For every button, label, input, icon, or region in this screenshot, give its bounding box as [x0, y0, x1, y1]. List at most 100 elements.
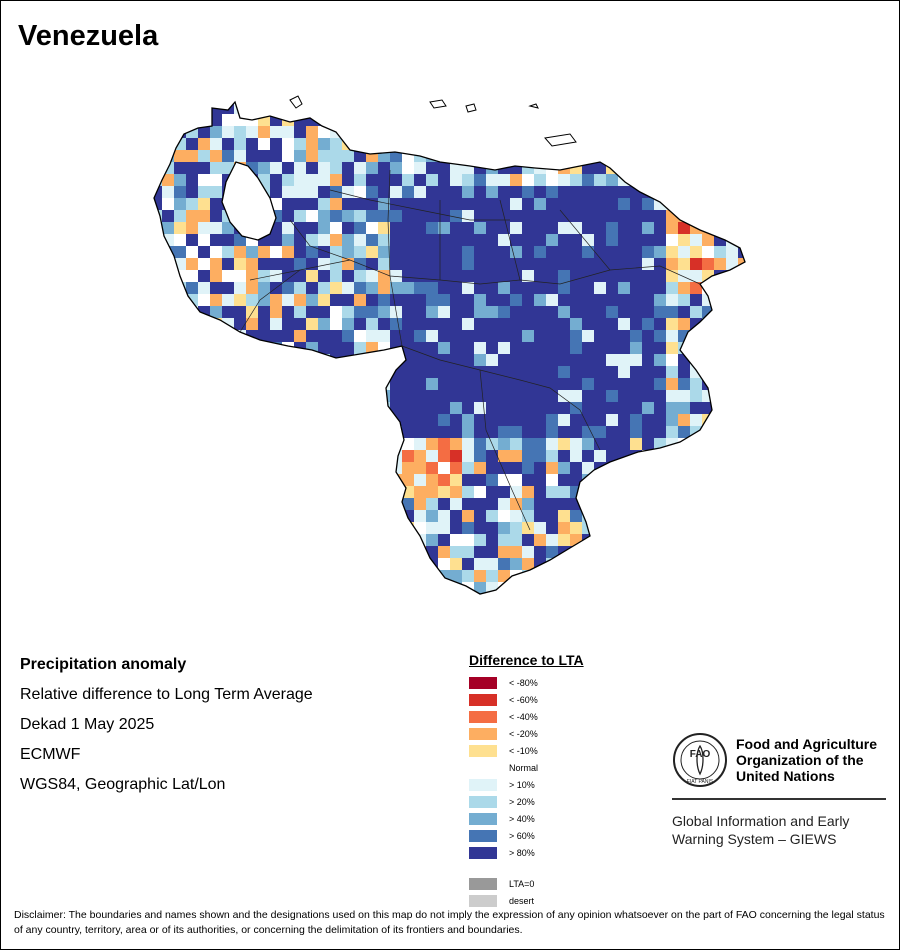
- anomaly-cell: [186, 378, 198, 390]
- anomaly-cell: [450, 126, 462, 138]
- disclaimer: Disclaimer: The boundaries and names sho…: [14, 909, 885, 936]
- anomaly-cell: [222, 126, 234, 138]
- anomaly-cell: [510, 150, 522, 162]
- anomaly-cell: [678, 186, 690, 198]
- anomaly-cell: [618, 378, 630, 390]
- anomaly-cell: [426, 174, 438, 186]
- legend-label: Normal: [509, 762, 539, 773]
- anomaly-cell: [174, 498, 186, 510]
- anomaly-cell: [630, 426, 642, 438]
- legend-swatch: [469, 778, 497, 791]
- anomaly-cell: [342, 90, 354, 102]
- anomaly-cell: [558, 294, 570, 306]
- anomaly-cell: [198, 246, 210, 258]
- anomaly-cell: [666, 594, 678, 606]
- anomaly-cell: [522, 294, 534, 306]
- info-source: ECMWF: [20, 746, 81, 763]
- anomaly-cell: [618, 342, 630, 354]
- anomaly-cell: [198, 270, 210, 282]
- anomaly-cell: [210, 270, 222, 282]
- anomaly-cell: [282, 162, 294, 174]
- anomaly-cell: [342, 330, 354, 342]
- anomaly-cell: [702, 498, 714, 510]
- anomaly-cell: [378, 546, 390, 558]
- anomaly-cell: [714, 330, 726, 342]
- anomaly-cell: [582, 402, 594, 414]
- anomaly-cell: [378, 354, 390, 366]
- anomaly-cell: [510, 294, 522, 306]
- anomaly-cell: [162, 462, 174, 474]
- anomaly-cell: [198, 414, 210, 426]
- anomaly-cell: [210, 474, 222, 486]
- anomaly-cell: [174, 174, 186, 186]
- legend-label: > 20%: [509, 796, 535, 807]
- anomaly-cell: [378, 138, 390, 150]
- anomaly-cell: [738, 378, 745, 390]
- anomaly-cell: [726, 462, 738, 474]
- anomaly-cell: [714, 438, 726, 450]
- anomaly-cell: [378, 450, 390, 462]
- anomaly-cell: [186, 270, 198, 282]
- anomaly-cell: [402, 114, 414, 126]
- anomaly-cell: [486, 210, 498, 222]
- anomaly-cell: [414, 462, 426, 474]
- anomaly-cell: [186, 342, 198, 354]
- anomaly-cell: [714, 558, 726, 570]
- anomaly-cell: [222, 534, 234, 546]
- anomaly-cell: [678, 594, 690, 606]
- anomaly-cell: [318, 546, 330, 558]
- anomaly-cell: [726, 438, 738, 450]
- anomaly-cell: [150, 594, 162, 606]
- anomaly-cell: [294, 198, 306, 210]
- anomaly-cell: [342, 186, 354, 198]
- anomaly-cell: [402, 174, 414, 186]
- anomaly-cell: [630, 198, 642, 210]
- anomaly-cell: [450, 546, 462, 558]
- anomaly-cell: [154, 510, 162, 522]
- anomaly-cell: [450, 402, 462, 414]
- anomaly-cell: [378, 594, 390, 606]
- anomaly-cell: [630, 222, 642, 234]
- anomaly-cell: [438, 474, 450, 486]
- anomaly-cell: [246, 354, 258, 366]
- anomaly-cell: [486, 474, 498, 486]
- anomaly-cell: [474, 330, 486, 342]
- anomaly-cell: [570, 462, 582, 474]
- anomaly-cell: [450, 414, 462, 426]
- anomaly-cell: [246, 90, 258, 102]
- anomaly-cell: [702, 522, 714, 534]
- anomaly-cell: [306, 174, 318, 186]
- anomaly-cell: [678, 150, 690, 162]
- anomaly-cell: [654, 318, 666, 330]
- anomaly-cell: [210, 354, 222, 366]
- legend-extra: LTA=0 desert: [469, 875, 639, 909]
- anomaly-cell: [270, 414, 282, 426]
- anomaly-cell: [390, 210, 402, 222]
- anomaly-cell: [738, 318, 745, 330]
- anomaly-cell: [618, 282, 630, 294]
- anomaly-cell: [450, 102, 462, 114]
- anomaly-cell: [690, 402, 702, 414]
- anomaly-cell: [174, 594, 186, 606]
- anomaly-cell: [486, 594, 498, 606]
- anomaly-cell: [426, 354, 438, 366]
- anomaly-cell: [666, 150, 678, 162]
- anomaly-cell: [474, 582, 486, 594]
- anomaly-cell: [462, 522, 474, 534]
- anomaly-cell: [582, 354, 594, 366]
- anomaly-cell: [270, 306, 282, 318]
- anomaly-cell: [726, 390, 738, 402]
- anomaly-cell: [174, 450, 186, 462]
- legend-item: < -40%: [469, 708, 639, 725]
- anomaly-cell: [450, 330, 462, 342]
- anomaly-cell: [534, 462, 546, 474]
- anomaly-cell: [234, 414, 246, 426]
- anomaly-cell: [594, 582, 606, 594]
- anomaly-cell: [438, 138, 450, 150]
- anomaly-cell: [270, 162, 282, 174]
- anomaly-cell: [246, 426, 258, 438]
- anomaly-cell: [282, 234, 294, 246]
- anomaly-cell: [486, 114, 498, 126]
- anomaly-cell: [246, 126, 258, 138]
- anomaly-cell: [414, 330, 426, 342]
